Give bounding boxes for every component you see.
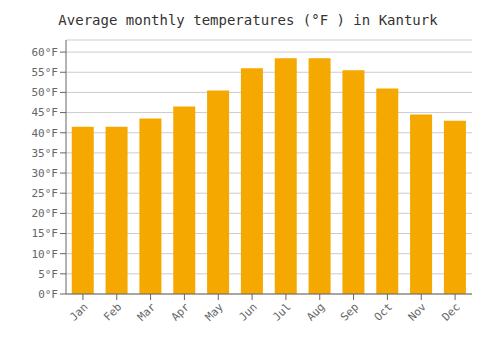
svg-text:50°F: 50°F: [32, 86, 59, 99]
svg-text:60°F: 60°F: [32, 46, 59, 59]
svg-text:Sep: Sep: [338, 300, 361, 323]
svg-text:Mar: Mar: [135, 300, 159, 324]
svg-text:Jul: Jul: [270, 300, 293, 323]
svg-text:35°F: 35°F: [32, 147, 59, 160]
svg-text:Nov: Nov: [406, 300, 430, 324]
svg-text:55°F: 55°F: [32, 66, 59, 79]
svg-text:5°F: 5°F: [38, 268, 58, 281]
svg-text:15°F: 15°F: [32, 227, 59, 240]
svg-text:Oct: Oct: [372, 300, 395, 323]
html-text:Average monthly temperatures (: Average monthly temperatures (°F ) in Ka…: [58, 12, 438, 28]
svg-text:Apr: Apr: [169, 300, 193, 324]
svg-text:40°F: 40°F: [32, 127, 59, 140]
svg-text:45°F: 45°F: [32, 106, 59, 119]
svg-text:Jun: Jun: [236, 300, 259, 323]
svg-text:Dec: Dec: [439, 300, 462, 323]
svg-text:Feb: Feb: [101, 300, 124, 323]
svg-text:30°F: 30°F: [32, 167, 59, 180]
svg-text:20°F: 20°F: [32, 207, 59, 220]
svg-text:10°F: 10°F: [32, 248, 59, 261]
svg-text:Aug: Aug: [304, 300, 327, 323]
svg-text:25°F: 25°F: [32, 187, 59, 200]
svg-text:0°F: 0°F: [38, 288, 58, 301]
svg-text:Jan: Jan: [67, 300, 90, 323]
svg-text:May: May: [203, 300, 227, 324]
